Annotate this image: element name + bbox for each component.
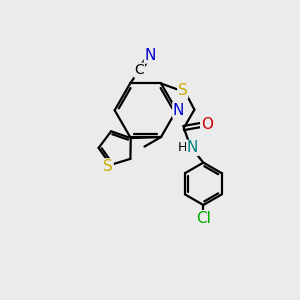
Text: N: N	[145, 48, 156, 63]
Text: H: H	[178, 141, 188, 154]
Text: Cl: Cl	[196, 211, 211, 226]
Text: O: O	[201, 117, 213, 132]
Text: N: N	[187, 140, 198, 155]
Text: N: N	[173, 103, 184, 118]
Text: S: S	[103, 159, 113, 174]
Text: S: S	[178, 83, 188, 98]
Text: C: C	[134, 63, 144, 77]
